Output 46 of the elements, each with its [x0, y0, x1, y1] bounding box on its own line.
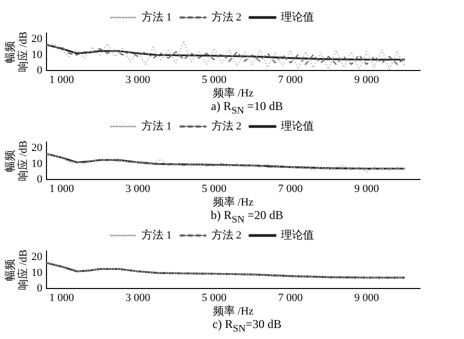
y-tick-label: 0	[36, 64, 43, 76]
legend-label: 理论值	[281, 11, 314, 24]
legend-label: 方法 2	[211, 119, 242, 132]
y-tick-label: 0	[36, 282, 43, 294]
x-tick-label: 9 000	[354, 183, 380, 196]
y-tick-label: 10	[31, 266, 43, 279]
x-tick-label: 5 000	[202, 292, 228, 304]
x-tick-label: 1 000	[49, 183, 75, 196]
x-tick-label: 3 000	[126, 183, 151, 196]
y-tick-label: 20	[31, 251, 43, 264]
x-axis-title: 频率 /Hz	[212, 86, 254, 100]
x-tick-label: 7 000	[278, 183, 304, 196]
x-tick-label: 5 000	[202, 183, 228, 196]
y-axis-title: 幅频响应 /dB	[4, 249, 30, 290]
line-series	[46, 153, 406, 170]
y-tick-label: 20	[31, 33, 43, 46]
x-tick-label: 1 000	[49, 74, 75, 86]
x-tick-label: 5 000	[202, 74, 228, 86]
y-axis-title: 幅频响应 /dB	[4, 31, 30, 72]
line-series	[46, 40, 406, 70]
y-axis-title: 幅频响应 /dB	[4, 140, 30, 182]
legend-label: 方法 1	[142, 10, 172, 24]
text: c) R$_{SN}$=30 dB	[212, 317, 282, 334]
x-tick-label: 7 000	[278, 74, 304, 86]
text: b) R$_{SN}$ =20 dB	[210, 208, 284, 226]
legend-label: 方法 1	[142, 119, 172, 132]
y-tick-label: 10	[31, 48, 43, 61]
y-tick-label: 0	[36, 173, 43, 186]
legend-label: 理论值	[281, 120, 314, 132]
legend-label: 方法 1	[142, 228, 172, 242]
y-tick-label: 10	[31, 158, 43, 170]
text: a) R$_{SN}$ =10 dB	[210, 99, 284, 116]
y-tick-label: 20	[31, 142, 43, 154]
legend-label: 方法 2	[211, 10, 242, 24]
x-tick-label: 9 000	[354, 292, 380, 304]
x-axis-title: 频率 /Hz	[212, 304, 254, 318]
line-series	[46, 153, 406, 172]
x-tick-label: 1 000	[49, 292, 75, 304]
legend-label: 理论值	[281, 229, 314, 242]
x-axis-title: 频率 /Hz	[212, 195, 254, 208]
line-series	[46, 43, 406, 65]
x-tick-label: 3 000	[126, 74, 151, 86]
legend-label: 方法 2	[211, 228, 242, 242]
x-tick-label: 7 000	[278, 292, 304, 304]
x-tick-label: 9 000	[354, 74, 380, 86]
x-tick-label: 3 000	[126, 292, 151, 304]
